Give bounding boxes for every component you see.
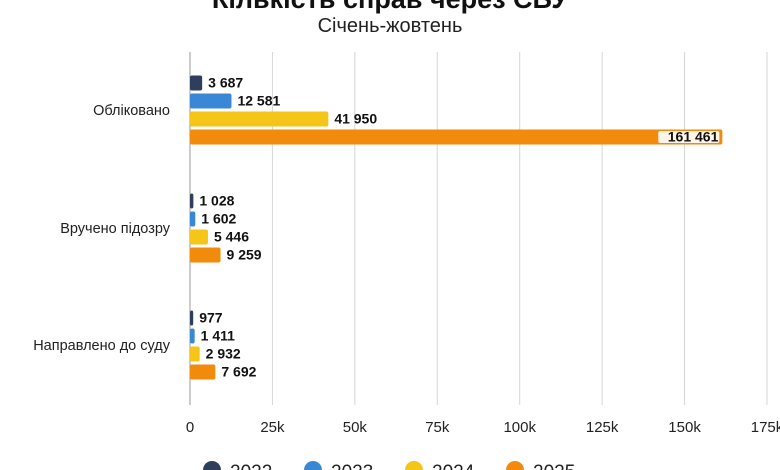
chart-title: Кількість справ через СБУ — [0, 0, 780, 14]
legend-marker — [405, 461, 423, 470]
x-tick-label: 100k — [503, 419, 536, 436]
data-label: 7 692 — [221, 364, 256, 380]
data-label: 1 028 — [199, 193, 234, 209]
data-label: 161 461 — [668, 129, 719, 145]
data-label: 12 581 — [237, 93, 280, 109]
x-tick-label: 150k — [668, 419, 701, 436]
x-tick-label: 175k — [751, 419, 780, 436]
legend-marker — [304, 461, 322, 470]
legend-label: 2022 — [230, 462, 272, 470]
legend-label: 2024 — [432, 462, 475, 470]
bar — [190, 229, 208, 245]
bar — [190, 346, 200, 362]
x-tick-label: 25k — [260, 419, 285, 436]
x-tick-label: 0 — [186, 419, 194, 436]
x-tick-label: 50k — [343, 419, 368, 436]
category-label: Направлено до суду — [33, 338, 171, 354]
data-label: 1 602 — [201, 211, 236, 227]
bar — [190, 75, 203, 91]
bar — [190, 247, 221, 263]
bar — [190, 93, 232, 109]
data-label: 977 — [199, 310, 223, 326]
legend-label: 2023 — [331, 462, 373, 470]
bar — [190, 193, 194, 209]
bar — [190, 328, 195, 344]
data-label: 2 932 — [206, 346, 241, 362]
legend-marker — [506, 461, 524, 470]
category-label: Обліковано — [93, 103, 170, 119]
x-tick-label: 75k — [425, 419, 450, 436]
data-label: 9 259 — [227, 247, 262, 263]
legend-marker — [203, 461, 221, 470]
bar — [190, 211, 196, 227]
legend-label: 2025 — [533, 462, 575, 470]
bar — [190, 129, 723, 145]
bar — [190, 310, 194, 326]
data-label: 5 446 — [214, 229, 249, 245]
chart-subtitle: Січень-жовтень — [317, 15, 463, 37]
data-label-background — [658, 131, 720, 143]
data-label: 3 687 — [208, 75, 243, 91]
category-label: Вручено підозру — [60, 221, 171, 237]
data-label: 1 411 — [201, 328, 235, 344]
data-label: 41 950 — [334, 111, 377, 127]
bar — [190, 111, 329, 127]
x-tick-label: 125k — [586, 419, 619, 436]
bar — [190, 364, 216, 380]
